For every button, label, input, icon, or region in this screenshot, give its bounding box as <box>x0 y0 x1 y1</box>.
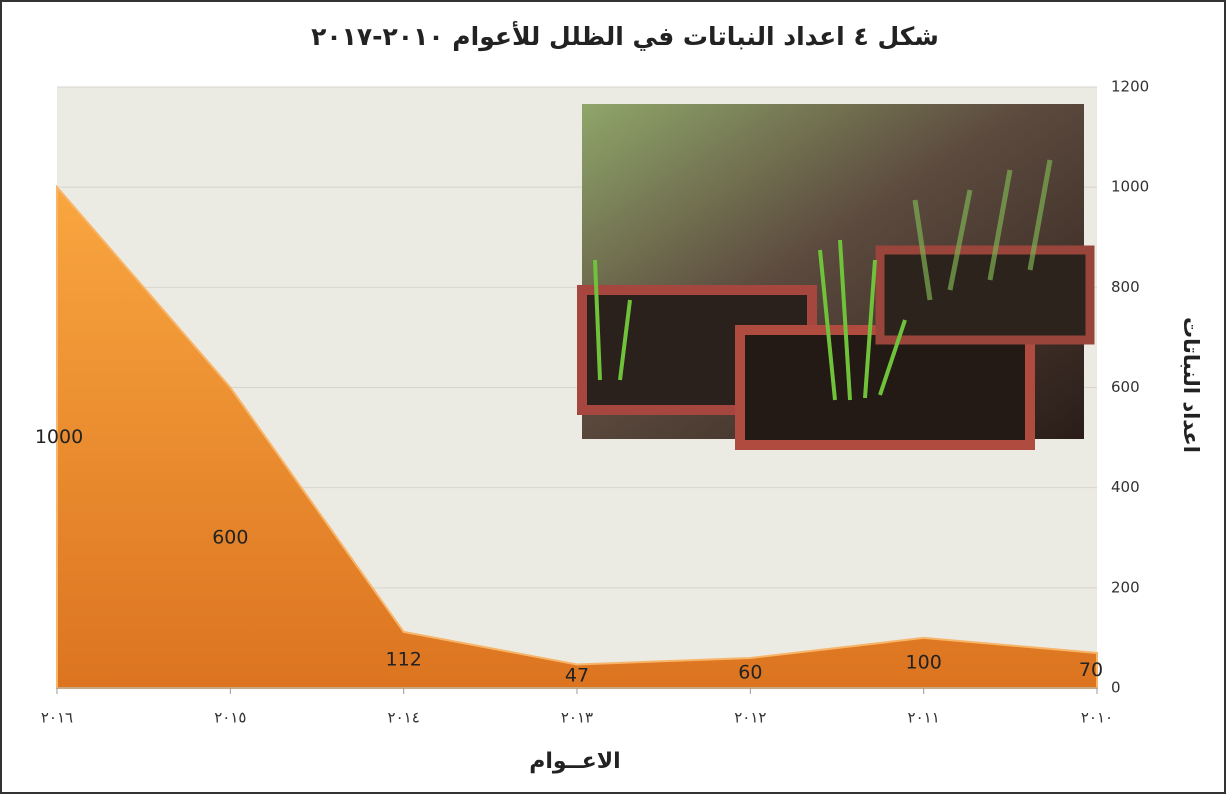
photo-sprouts <box>912 159 1053 301</box>
x-tick-label: ٢٠١٣ <box>561 709 593 727</box>
y-axis-title: اعداد النباتات <box>1179 317 1203 453</box>
photo <box>577 104 1095 450</box>
data-label: 112 <box>386 648 422 670</box>
y-tick-label: 1200 <box>1111 78 1149 96</box>
y-tick-label: 1000 <box>1111 178 1149 196</box>
photo-sprouts <box>593 239 907 401</box>
photo-pot <box>875 245 1095 345</box>
y-tick-label: 800 <box>1111 278 1140 296</box>
y-tick-label: 400 <box>1111 478 1140 496</box>
y-tick-label: 0 <box>1111 679 1121 697</box>
data-label: 1000 <box>35 426 83 448</box>
data-label: 100 <box>906 651 942 673</box>
chart-title: شكل ٤ اعداد النباتات في الظلل للأعوام ٢٠… <box>311 21 939 52</box>
y-tick-label: 600 <box>1111 378 1140 396</box>
x-tick-label: ٢٠١٥ <box>214 709 246 727</box>
data-label: 600 <box>212 526 248 548</box>
y-tick-label: 200 <box>1111 578 1140 596</box>
x-tick-label: ٢٠١١ <box>908 709 940 727</box>
x-tick-label: ٢٠١٦ <box>41 709 73 727</box>
x-tick-label: ٢٠١٢ <box>734 709 766 727</box>
x-tick-label: ٢٠١٤ <box>388 709 420 727</box>
data-label: 60 <box>738 661 762 683</box>
photo-pot <box>735 325 1035 450</box>
x-axis-title: الاعــوام <box>529 749 620 774</box>
data-label: 47 <box>565 665 589 687</box>
data-label: 70 <box>1079 659 1103 681</box>
x-tick-label: ٢٠١٠ <box>1081 709 1113 727</box>
